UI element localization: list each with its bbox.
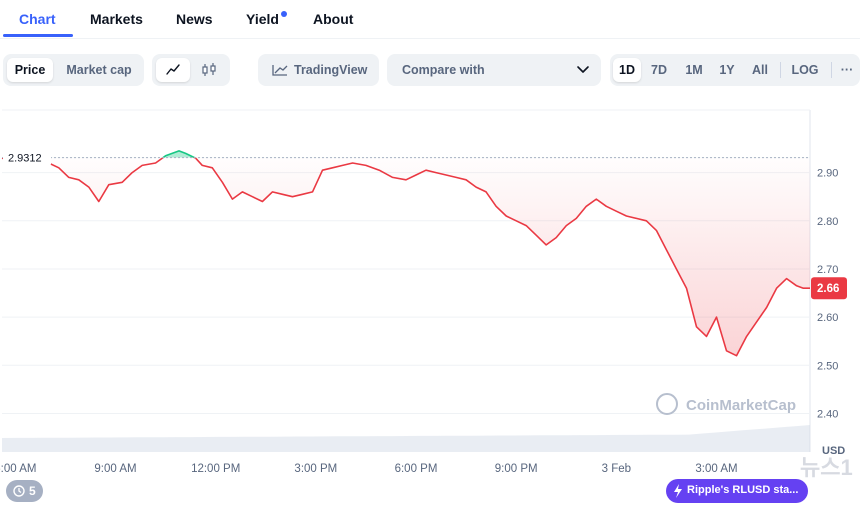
tab-yield[interactable]: Yield	[246, 11, 279, 27]
current-price-badge	[811, 277, 847, 300]
tab-about[interactable]: About	[313, 11, 354, 27]
history-icon	[13, 485, 25, 497]
active-tab-indicator	[3, 34, 73, 37]
tab-news[interactable]: News	[176, 11, 213, 27]
time-range-group: 1D 7D 1M 1Y All LOG ···	[610, 54, 860, 86]
coinmarketcap-logo-icon	[656, 393, 678, 415]
toolbar-divider-2	[831, 62, 832, 78]
trend-line-icon	[272, 65, 288, 76]
top-tabs: Chart Markets News Yield About	[0, 0, 860, 39]
x-tick-label-6: 3 Feb	[602, 463, 631, 475]
y-tick-label-3: 2.60	[817, 312, 838, 324]
y-tick-label-0: 2.90	[817, 168, 838, 180]
reference-price-line: 2.9312	[2, 149, 810, 165]
lightning-icon	[674, 484, 682, 498]
x-tick-label-4: 6:00 PM	[395, 463, 438, 475]
history-count: 5	[29, 484, 36, 498]
y-tick-label-4: 2.50	[817, 360, 838, 372]
candlestick-icon	[202, 63, 216, 76]
x-tick-label-0: 6:00 AM	[0, 463, 36, 475]
history-badge[interactable]: 5	[6, 480, 43, 502]
y-tick-label-2: 2.70	[817, 264, 838, 276]
market-cap-button[interactable]: Market cap	[66, 63, 132, 77]
news-ticker-text: Ripple's RLUSD sta...	[687, 484, 799, 496]
price-mode-toggle: Price Market cap	[3, 54, 144, 86]
compare-with-label: Compare with	[402, 63, 485, 77]
x-tick-label-2: 12:00 PM	[191, 463, 240, 475]
y-tick-label-5: 2.40	[817, 408, 838, 420]
tab-markets[interactable]: Markets	[90, 11, 143, 27]
toolbar-divider	[780, 62, 781, 78]
line-chart-icon	[166, 64, 180, 75]
x-tick-label-7: 3:00 AM	[695, 463, 737, 475]
range-1m-button[interactable]: 1M	[685, 63, 703, 77]
volume-band	[2, 425, 810, 452]
x-tick-label-5: 9:00 PM	[495, 463, 538, 475]
current-price-label: 2.66	[817, 283, 839, 295]
log-scale-button[interactable]: LOG	[791, 63, 819, 77]
corner-watermark: 뉴스1	[800, 455, 853, 480]
compare-with-select[interactable]: Compare with	[387, 54, 601, 86]
x-axis: 6:00 AM 9:00 AM 12:00 PM 3:00 PM 6:00 PM 9:00…	[0, 463, 738, 475]
y-tick-label-1: 2.80	[817, 216, 838, 228]
reference-price-label: 2.9312	[8, 153, 42, 165]
yield-notification-dot	[281, 11, 287, 17]
line-chart-button[interactable]	[156, 58, 190, 82]
range-1d-button[interactable]: 1D	[613, 58, 641, 82]
currency-label: USD	[822, 445, 845, 457]
chart-type-toggle	[152, 54, 230, 86]
tradingview-button[interactable]: TradingView	[258, 54, 379, 86]
watermark-text: CoinMarketCap	[686, 397, 796, 414]
range-1y-button[interactable]: 1Y	[719, 63, 735, 77]
x-tick-label-1: 9:00 AM	[94, 463, 136, 475]
reference-label-bg	[3, 149, 51, 165]
tab-chart[interactable]: Chart	[19, 11, 56, 27]
price-button[interactable]: Price	[7, 58, 53, 82]
coinmarketcap-watermark: CoinMarketCap	[656, 393, 796, 415]
candlestick-button[interactable]	[192, 58, 226, 82]
chart-toolbar: Price Market cap TradingView Compare wit…	[0, 54, 860, 86]
price-line	[1, 150, 810, 357]
y-axis: 2.90 2.80 2.70 2.60 2.50 2.40 2.66 USD	[811, 168, 847, 457]
tradingview-label: TradingView	[294, 63, 368, 77]
x-tick-label-3: 3:00 PM	[294, 463, 337, 475]
chevron-down-icon	[577, 66, 589, 73]
range-7d-button[interactable]: 7D	[651, 63, 667, 77]
range-all-button[interactable]: All	[752, 63, 768, 77]
price-line-down	[1, 157, 810, 357]
news-ticker-badge[interactable]: Ripple's RLUSD sta...	[666, 479, 808, 503]
volume-area	[2, 425, 810, 452]
more-options-button[interactable]: ···	[840, 63, 854, 77]
